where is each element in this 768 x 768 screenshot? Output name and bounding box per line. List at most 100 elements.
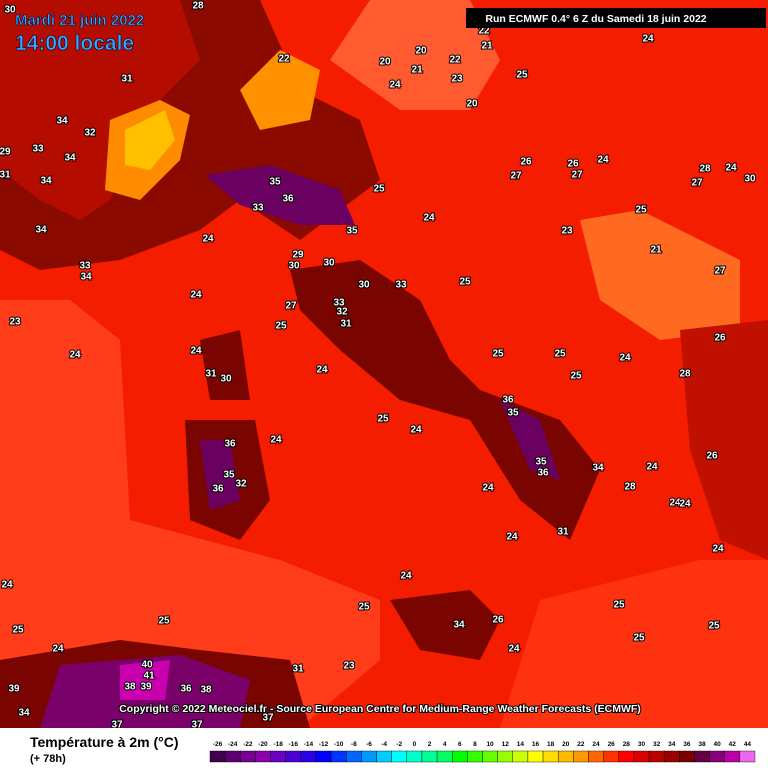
- temp-label: 25: [12, 625, 24, 636]
- temp-label: 34: [64, 153, 76, 164]
- temp-label: 20: [415, 46, 427, 57]
- temp-label: 25: [613, 600, 625, 611]
- temp-label: 20: [466, 99, 478, 110]
- temp-label: 32: [336, 307, 348, 318]
- temp-label: 31: [340, 319, 352, 330]
- temp-label: 33: [395, 280, 407, 291]
- temp-label: 23: [561, 226, 573, 237]
- legend-swatch: [739, 750, 756, 763]
- hot-region: [390, 590, 500, 660]
- temp-label: 27: [691, 178, 703, 189]
- temp-label: 26: [492, 615, 504, 626]
- legend-tick-label: 38: [698, 741, 706, 748]
- legend-swatch: [573, 750, 589, 763]
- legend-swatch: [300, 750, 317, 763]
- legend-tick-label: -24: [228, 741, 238, 748]
- legend-tick-label: 12: [502, 741, 510, 748]
- temp-label: 30: [220, 374, 232, 385]
- temp-label: 26: [714, 333, 726, 344]
- legend-lead: (+ 78h): [30, 753, 66, 765]
- temp-label: 24: [619, 353, 631, 364]
- legend-swatch: [270, 750, 286, 763]
- colorbar: -26 -24 -22 -20 -18 -16 -14 -12 -10 -8 -6 -4 -2 0 2 4 6 8…: [209, 741, 756, 763]
- legend-swatch: [391, 750, 408, 763]
- temp-label: 35: [507, 408, 519, 419]
- legend-swatch: [467, 750, 483, 763]
- temp-label: 24: [508, 644, 520, 655]
- date: Mardi 21 juin 2022: [15, 12, 144, 29]
- temp-label: 27: [571, 170, 583, 181]
- temp-label: 24: [642, 34, 654, 45]
- sea-area: [500, 560, 768, 728]
- temp-label: 41: [143, 671, 155, 682]
- hot-region: [200, 330, 250, 400]
- temp-label: 31: [121, 74, 133, 85]
- temp-label: 38: [200, 685, 212, 696]
- legend-swatch: [224, 750, 241, 763]
- legend-title: Température à 2m (°C): [30, 734, 179, 750]
- temp-label: 21: [411, 65, 423, 76]
- temp-label: 24: [423, 213, 435, 224]
- legend-swatch: [618, 750, 635, 763]
- legend-tick-label: 18: [547, 741, 555, 748]
- temp-label: 24: [190, 290, 202, 301]
- legend-tick-label: -18: [273, 741, 283, 748]
- temp-label: 21: [481, 41, 493, 52]
- run-info: Run ECMWF 0.4° 6 Z du Samedi 18 juin 202…: [485, 13, 706, 25]
- legend-tick-label: 22: [577, 741, 585, 748]
- temp-label: 24: [1, 580, 13, 591]
- very-hot-region: [120, 660, 170, 700]
- legend-tick-label: 40: [714, 741, 722, 748]
- temp-label: 34: [56, 116, 68, 127]
- temp-label: 24: [190, 346, 202, 357]
- temp-label: 39: [8, 684, 20, 695]
- very-hot-region: [500, 400, 560, 480]
- temp-label: 22: [449, 55, 461, 66]
- temp-label: 33: [252, 203, 264, 214]
- temp-label: 31: [0, 170, 11, 181]
- temp-label: 25: [635, 205, 647, 216]
- legend-swatch: [240, 750, 256, 763]
- legend-swatch: [406, 750, 423, 763]
- temp-label: 35: [535, 457, 547, 468]
- hot-region: [680, 320, 768, 560]
- temp-label: 33: [79, 261, 91, 272]
- legend-swatch: [255, 750, 271, 763]
- temp-label: 24: [52, 644, 64, 655]
- legend-tick-label: -20: [258, 741, 268, 748]
- temp-label: 34: [80, 272, 92, 283]
- sea-area: [0, 300, 380, 728]
- temp-label: 26: [520, 157, 532, 168]
- legend-tick-label: -2: [396, 741, 402, 748]
- legend-swatch: [694, 750, 710, 763]
- temp-label: 34: [453, 620, 465, 631]
- temp-label: 29: [0, 147, 11, 158]
- legend-swatch: [421, 750, 438, 763]
- legend-tick-label: -8: [351, 741, 357, 748]
- legend-tick-label: 44: [744, 741, 752, 748]
- temp-label: 27: [510, 171, 522, 182]
- legend-swatch: [679, 750, 695, 763]
- temp-label: 30: [358, 280, 370, 291]
- legend-swatch: [724, 750, 741, 763]
- temp-label: 31: [205, 369, 217, 380]
- temp-label: 24: [669, 498, 681, 509]
- temp-label: 36: [537, 468, 549, 479]
- temp-label: 36: [212, 484, 224, 495]
- legend-tick-label: -22: [243, 741, 253, 748]
- legend-tick-label: 10: [486, 741, 494, 748]
- legend-tick-label: -14: [304, 741, 314, 748]
- legend-tick-label: 16: [532, 741, 540, 748]
- temp-label: 24: [316, 365, 328, 376]
- temp-label: 25: [492, 349, 504, 360]
- temp-label: 21: [650, 245, 662, 256]
- temp-label: 28: [679, 369, 691, 380]
- legend-swatch: [663, 750, 680, 763]
- run-box: [466, 8, 766, 28]
- legend-tick-label: 34: [668, 741, 676, 748]
- temp-label: 34: [592, 463, 604, 474]
- temp-label: 25: [708, 621, 720, 632]
- temp-label: 30: [323, 258, 335, 269]
